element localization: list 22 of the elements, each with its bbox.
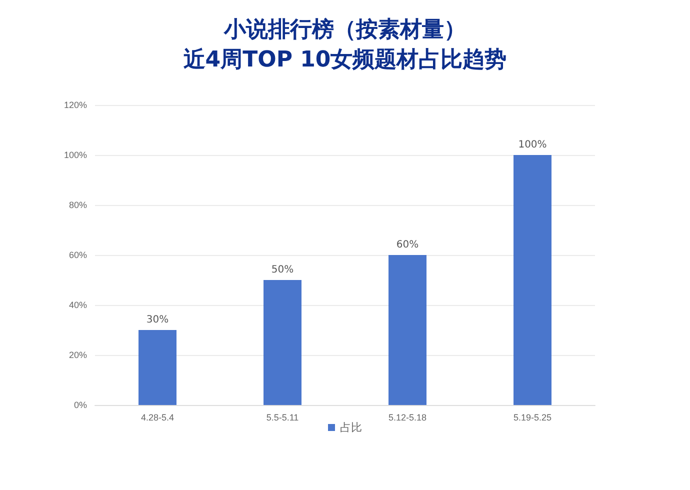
y-tick-label: 40% [68,300,87,310]
bar [388,255,426,405]
bar [138,330,176,405]
x-tick-label: 5.5-5.11 [266,412,299,422]
y-tick-label: 100% [64,150,87,160]
y-tick-label: 80% [68,200,87,210]
data-label: 100% [518,140,547,150]
y-tick-label: 120% [64,100,87,110]
data-label: 50% [271,264,294,276]
x-tick-label: 5.12-5.18 [388,412,427,422]
data-label: 60% [396,240,419,250]
data-label: 30% [146,314,169,326]
x-tick-label: 4.28-5.4 [140,412,174,422]
x-tick-label: 5.19-5.25 [513,412,552,422]
chart-subtitle: 近4周TOP 10女频题材占比趋势 [182,48,507,72]
bar [264,280,302,405]
legend-label: 占比 [340,421,362,434]
y-tick-label: 0% [74,400,87,410]
y-tick-label: 20% [68,350,87,360]
bar [514,155,552,405]
y-tick-label: 60% [68,250,87,260]
chart-title: 小说排行榜（按素材量） [223,18,466,42]
